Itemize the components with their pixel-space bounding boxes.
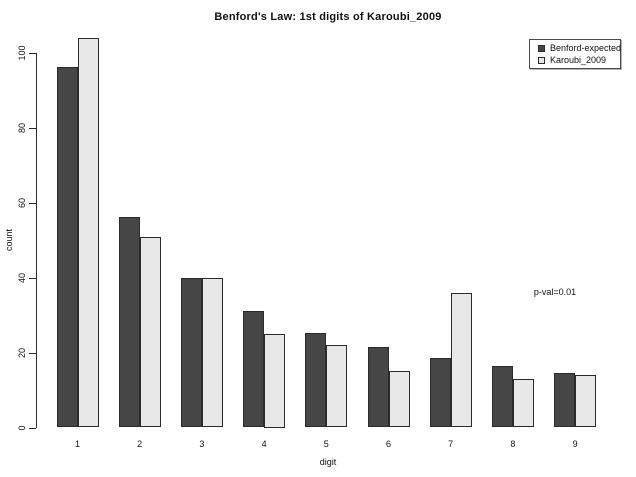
bar-karoubi-2009-digit-3 bbox=[201, 277, 223, 428]
bar-karoubi-2009-digit-1 bbox=[77, 38, 99, 428]
y-axis-title: count bbox=[4, 228, 14, 252]
y-axis-tick bbox=[29, 53, 36, 54]
legend-swatch-karoubi-2009 bbox=[538, 56, 545, 64]
y-axis-tick-label: 60 bbox=[17, 197, 27, 208]
y-axis-tick bbox=[29, 277, 36, 279]
x-axis-tick-label: 9 bbox=[572, 439, 578, 449]
bar-karoubi-2009-digit-5 bbox=[326, 345, 348, 428]
bar-benford-expected-digit-7 bbox=[429, 357, 451, 428]
bar-benford-expected-digit-9 bbox=[554, 372, 576, 428]
x-axis-tick-label: 3 bbox=[199, 439, 205, 449]
y-axis-tick bbox=[29, 427, 36, 429]
legend-item-karoubi-2009: Karoubi_2009 bbox=[538, 55, 620, 65]
y-axis-tick-label: 20 bbox=[17, 347, 27, 358]
y-axis-tick bbox=[29, 352, 36, 354]
bar-benford-expected-digit-5 bbox=[305, 332, 327, 428]
x-axis-tick-label: 8 bbox=[510, 439, 516, 449]
chart-title: Benford's Law: 1st digits of Karoubi_200… bbox=[214, 11, 442, 23]
bar-benford-expected-digit-1 bbox=[56, 66, 78, 428]
y-axis-tick-label: 40 bbox=[17, 272, 27, 283]
y-axis-tick bbox=[29, 127, 36, 129]
x-axis-tick-label: 2 bbox=[137, 439, 143, 449]
legend-swatch-benford-expected bbox=[538, 44, 545, 52]
y-axis-tick bbox=[29, 202, 36, 204]
bar-karoubi-2009-digit-8 bbox=[512, 378, 534, 428]
legend-label-karoubi-2009: Karoubi_2009 bbox=[550, 55, 607, 65]
bar-karoubi-2009-digit-4 bbox=[264, 333, 286, 428]
bar-karoubi-2009-digit-7 bbox=[450, 292, 472, 428]
legend-item-benford-expected: Benford-expected bbox=[538, 43, 622, 53]
x-axis-tick-label: 6 bbox=[385, 439, 392, 449]
bar-benford-expected-digit-4 bbox=[243, 311, 265, 428]
bar-benford-expected-digit-2 bbox=[118, 216, 140, 428]
x-axis-tick-label: 7 bbox=[448, 439, 454, 449]
x-axis-tick-label: 5 bbox=[323, 439, 329, 449]
bar-benford-expected-digit-8 bbox=[491, 366, 513, 428]
bar-benford-expected-digit-3 bbox=[180, 277, 202, 428]
y-axis-tick-label: 100 bbox=[17, 45, 27, 61]
bar-benford-expected-digit-6 bbox=[367, 347, 389, 428]
y-axis-tick-label: 0 bbox=[17, 424, 27, 431]
x-axis-title: digit bbox=[319, 457, 337, 467]
y-axis-line bbox=[36, 53, 37, 428]
bar-karoubi-2009-digit-2 bbox=[139, 236, 161, 428]
y-axis-tick-label: 80 bbox=[17, 122, 27, 133]
bar-karoubi-2009-digit-9 bbox=[575, 375, 597, 428]
p-value-annotation: p-val=0.01 bbox=[533, 287, 577, 297]
x-axis-tick-label: 4 bbox=[261, 439, 267, 449]
legend-label-benford-expected: Benford-expected bbox=[550, 43, 622, 53]
x-axis-tick-label: 1 bbox=[74, 439, 81, 449]
bar-karoubi-2009-digit-6 bbox=[388, 371, 410, 428]
legend: Benford-expected Karoubi_2009 bbox=[529, 39, 621, 69]
